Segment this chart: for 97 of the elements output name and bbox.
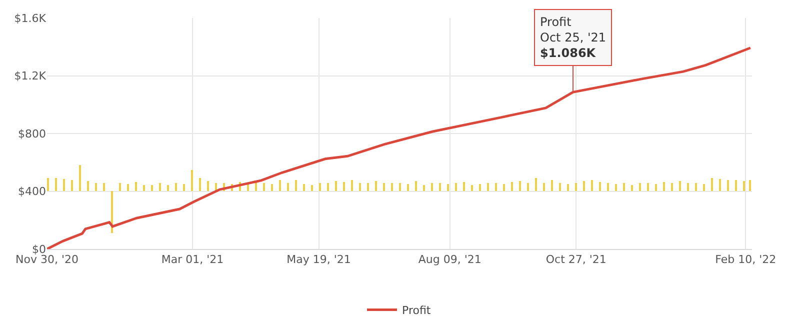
bar: [615, 184, 617, 191]
bar: [335, 181, 337, 191]
x-tick-label: Nov 30, '20: [16, 253, 78, 266]
x-tick-label: Feb 10, '22: [715, 253, 776, 266]
bar: [327, 183, 329, 191]
bar: [743, 181, 745, 191]
y-tick-label: $1.2K: [14, 70, 47, 83]
bar: [167, 185, 169, 191]
bar: [191, 170, 193, 191]
bar: [367, 183, 369, 191]
y-tick-label: $1.6K: [14, 12, 47, 25]
bar: [143, 185, 145, 191]
bar: [559, 183, 561, 191]
bar: [399, 183, 401, 191]
bar: [495, 183, 497, 191]
bar: [407, 184, 409, 191]
bar: [71, 180, 73, 191]
bar: [391, 183, 393, 191]
bar: [463, 182, 465, 191]
bar: [207, 181, 209, 191]
bar: [607, 183, 609, 191]
bar: [623, 183, 625, 191]
bar: [711, 178, 713, 191]
bar: [527, 183, 529, 191]
bar: [175, 183, 177, 191]
bar: [271, 184, 273, 191]
bar: [719, 179, 721, 191]
bar: [63, 179, 65, 191]
bar: [311, 185, 313, 191]
bar: [727, 180, 729, 191]
bar: [567, 184, 569, 191]
bar: [479, 184, 481, 191]
bar: [631, 185, 633, 191]
bar: [135, 182, 137, 191]
bar: [287, 183, 289, 191]
bar: [47, 178, 49, 191]
bar: [503, 184, 505, 191]
y-tick-label: $0: [32, 242, 46, 256]
bar: [319, 183, 321, 191]
bar: [551, 180, 553, 191]
bar: [655, 184, 657, 191]
bar: [575, 183, 577, 191]
bar: [199, 178, 201, 191]
x-tick-label: May 19, '21: [286, 253, 351, 266]
bar: [519, 181, 521, 191]
bar: [647, 183, 649, 191]
bar: [695, 183, 697, 191]
bar: [687, 183, 689, 191]
bar: [151, 185, 153, 191]
bar: [103, 183, 105, 191]
bar: [599, 182, 601, 191]
bar: [351, 180, 353, 191]
bar: [55, 178, 57, 191]
line-series: [47, 46, 752, 249]
bar: [639, 183, 641, 191]
bar: [447, 184, 449, 191]
bar: [87, 181, 89, 191]
bar: [679, 181, 681, 191]
bar: [431, 183, 433, 191]
bar: [487, 183, 489, 191]
bar: [263, 183, 265, 191]
bar: [415, 181, 417, 191]
bar: [471, 185, 473, 191]
bar: [95, 183, 97, 191]
bar: [343, 182, 345, 191]
bar: [663, 182, 665, 191]
bar: [511, 182, 513, 191]
bar: [303, 184, 305, 191]
bar: [735, 180, 737, 191]
legend-label: Profit: [402, 304, 432, 317]
x-tick-label: Oct 27, '21: [546, 253, 606, 266]
y-tick-label: $800: [18, 127, 46, 140]
bar: [359, 183, 361, 191]
bar: [111, 191, 113, 233]
x-tick-label: Mar 01, '21: [161, 253, 224, 266]
bar: [119, 183, 121, 191]
bar: [671, 183, 673, 191]
bar: [295, 180, 297, 191]
bar: [127, 184, 129, 191]
bar: [183, 184, 185, 191]
bar: [79, 165, 81, 191]
bar: [455, 183, 457, 191]
bar: [423, 185, 425, 191]
bar: [543, 183, 545, 191]
bar: [535, 178, 537, 191]
bar: [583, 181, 585, 191]
bar: [383, 183, 385, 191]
x-tick-label: Aug 09, '21: [418, 253, 482, 266]
bar: [159, 183, 161, 191]
bar: [375, 181, 377, 191]
bar: [279, 180, 281, 191]
bar: [439, 183, 441, 191]
bar: [591, 180, 593, 191]
y-tick-label: $400: [18, 185, 46, 198]
bar: [703, 184, 705, 191]
annotation: Profit Oct 25, '21 $1.086K: [540, 15, 606, 60]
bar: [749, 180, 751, 191]
